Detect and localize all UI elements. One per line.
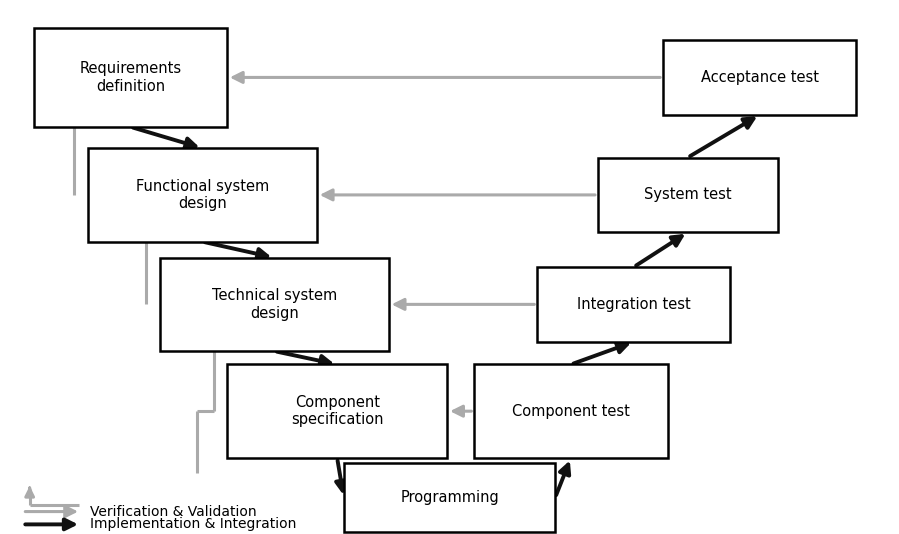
FancyBboxPatch shape (227, 364, 448, 458)
FancyBboxPatch shape (537, 267, 730, 342)
Text: System test: System test (644, 187, 732, 202)
Text: Requirements
definition: Requirements definition (79, 61, 182, 93)
Text: Implementation & Integration: Implementation & Integration (90, 517, 297, 531)
Text: Programming: Programming (400, 490, 499, 505)
Text: Technical system
design: Technical system design (211, 288, 337, 320)
Text: Acceptance test: Acceptance test (700, 70, 819, 85)
FancyBboxPatch shape (598, 158, 778, 232)
FancyBboxPatch shape (343, 463, 555, 532)
FancyBboxPatch shape (160, 257, 388, 351)
FancyBboxPatch shape (663, 40, 856, 115)
FancyBboxPatch shape (475, 364, 667, 458)
FancyBboxPatch shape (88, 148, 317, 241)
Text: Component test: Component test (512, 404, 630, 419)
Text: Verification & Validation: Verification & Validation (90, 505, 256, 519)
FancyBboxPatch shape (33, 28, 227, 127)
Text: Component
specification: Component specification (291, 395, 383, 427)
Text: Functional system
design: Functional system design (136, 179, 269, 211)
Text: Integration test: Integration test (577, 297, 690, 312)
